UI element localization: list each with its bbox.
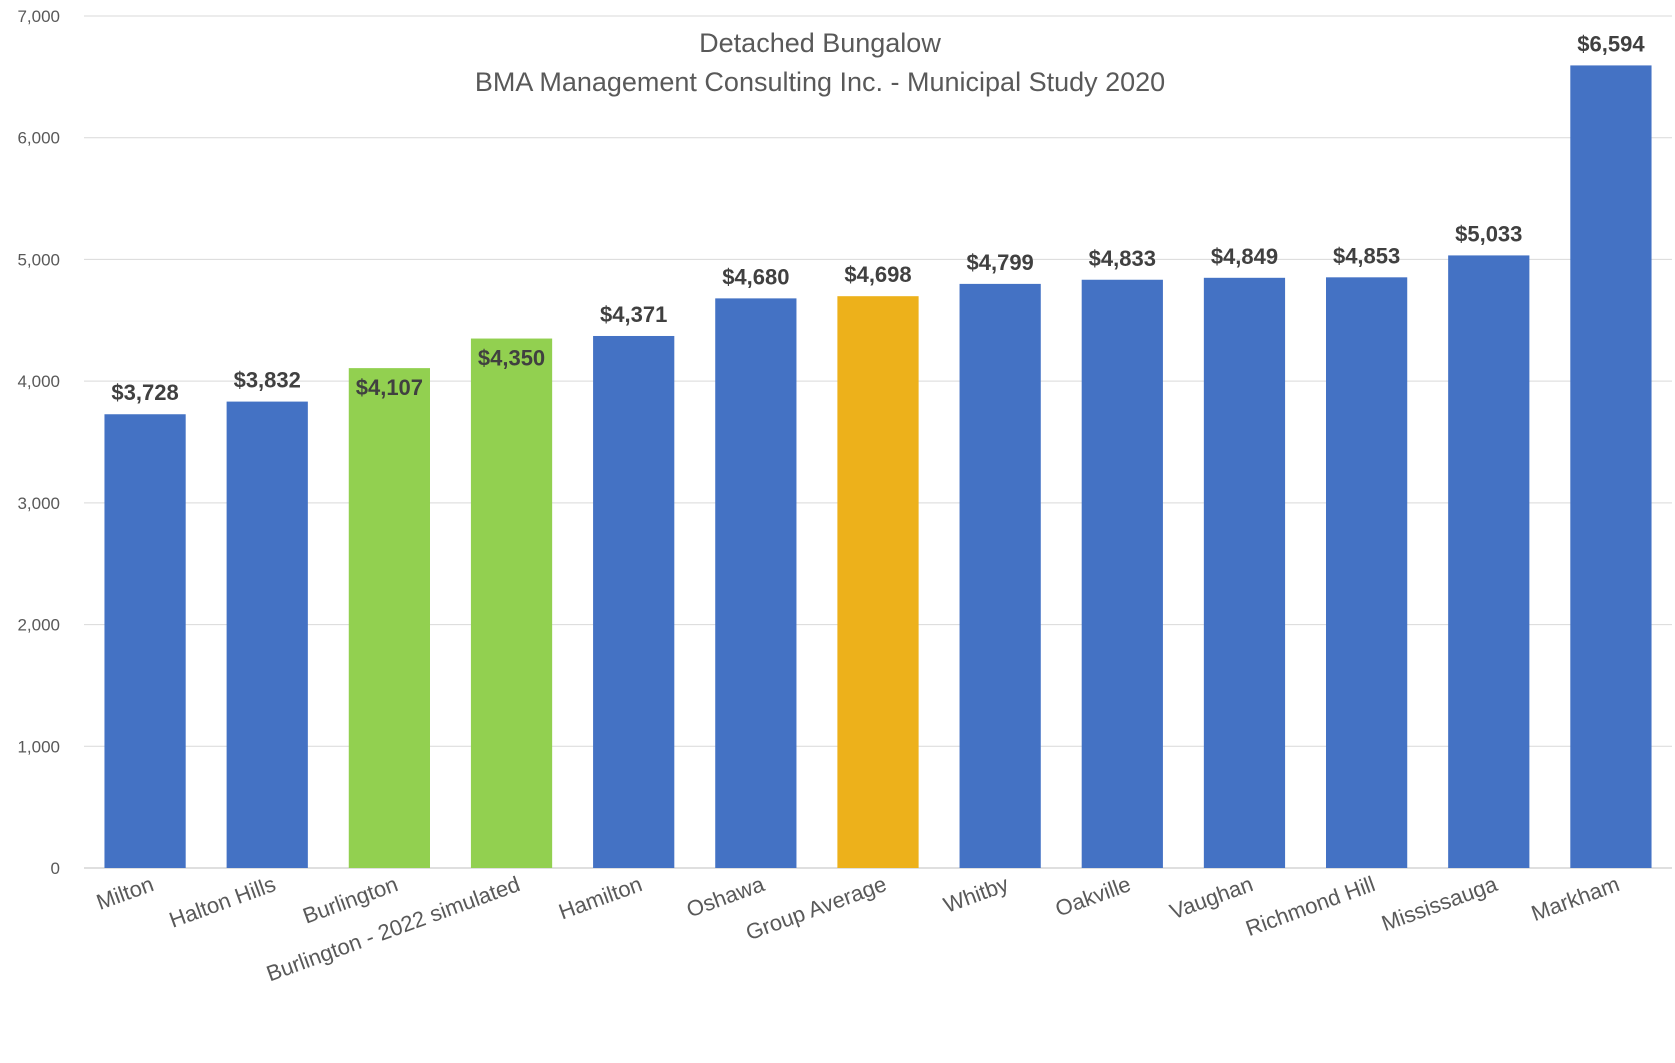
x-tick-label: Hamilton (555, 871, 645, 924)
y-tick-label: 5,000 (17, 250, 60, 269)
x-tick-label: Oakville (1052, 871, 1134, 921)
data-label: $3,728 (111, 380, 178, 405)
x-tick-label: Group Average (742, 871, 889, 945)
bar (959, 283, 1041, 868)
data-label: $5,033 (1455, 221, 1522, 246)
chart-subtitle: BMA Management Consulting Inc. - Municip… (475, 67, 1165, 97)
data-label: $4,107 (356, 375, 423, 400)
y-tick-label: 0 (51, 859, 60, 878)
bar (226, 401, 308, 868)
bar (1448, 255, 1530, 869)
bar (104, 414, 186, 868)
data-label: $4,849 (1211, 244, 1278, 269)
x-tick-label: Markham (1528, 871, 1623, 926)
bar (348, 368, 431, 868)
bar (1203, 277, 1286, 868)
y-tick-label: 1,000 (17, 737, 60, 756)
x-tick-label: Whitby (940, 871, 1012, 917)
y-tick-label: 3,000 (17, 494, 60, 513)
x-tick-label: Halton Hills (166, 871, 279, 933)
bar (1570, 65, 1652, 868)
data-labels: $3,728 $3,832 $4,107 $4,350 $4,371 $4,680 $4,6… (111, 31, 1645, 405)
y-axis-ticks: 0 1,000 2,000 3,000 4,000 5,000 6,000 7,000 (17, 7, 60, 878)
data-label: $4,680 (722, 264, 789, 289)
data-label: $6,594 (1577, 31, 1645, 56)
data-label: $4,833 (1089, 246, 1156, 271)
y-tick-label: 7,000 (17, 7, 60, 26)
x-tick-label: Mississauga (1378, 871, 1501, 936)
bar (1325, 277, 1408, 868)
chart-title: Detached Bungalow (699, 28, 941, 58)
data-label: $4,698 (844, 262, 911, 287)
x-tick-label: Richmond Hill (1242, 871, 1378, 941)
y-tick-label: 2,000 (17, 616, 60, 635)
y-tick-label: 6,000 (17, 129, 60, 148)
y-tick-label: 4,000 (17, 372, 60, 391)
bar (837, 296, 919, 868)
x-tick-label: Oshawa (683, 871, 768, 922)
bar (715, 298, 797, 868)
bar (470, 338, 553, 868)
data-label: $4,853 (1333, 243, 1400, 268)
bar (593, 335, 675, 869)
bar (1081, 279, 1163, 868)
bars (104, 65, 1652, 869)
x-tick-label: Vaughan (1166, 871, 1256, 924)
x-tick-label: Milton (93, 871, 157, 915)
data-label: $4,799 (967, 250, 1034, 275)
data-label: $4,371 (600, 302, 667, 327)
data-label: $4,350 (478, 346, 545, 371)
data-label: $3,832 (234, 368, 301, 393)
